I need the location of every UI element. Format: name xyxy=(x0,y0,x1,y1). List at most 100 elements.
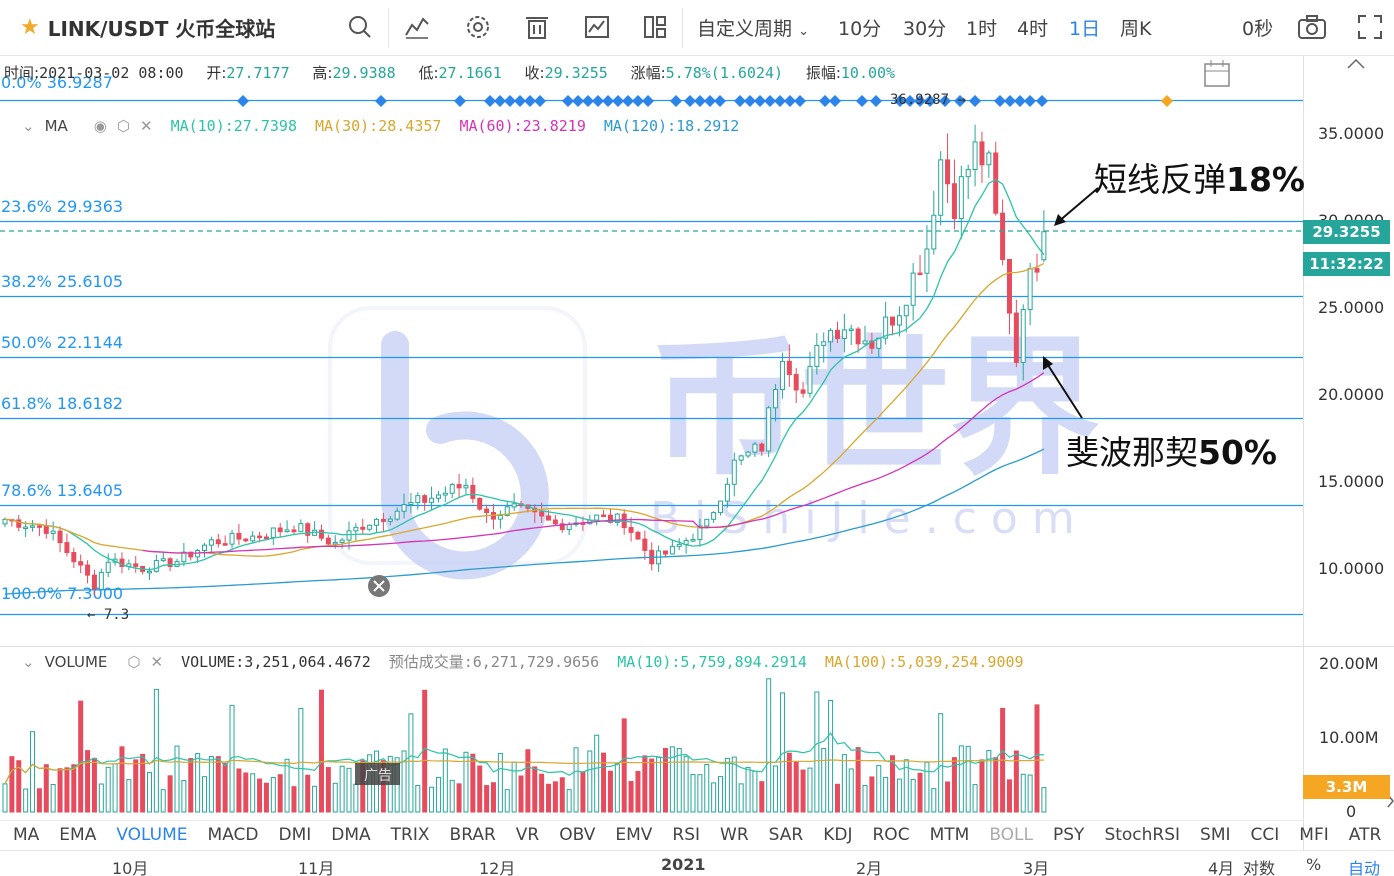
period-4h[interactable]: 4时 xyxy=(1017,18,1049,40)
tab-sar[interactable]: SAR xyxy=(768,825,804,845)
tab-dmi[interactable]: DMI xyxy=(278,825,312,845)
event-diamond-marker[interactable] xyxy=(694,95,706,107)
tab-obv[interactable]: OBV xyxy=(559,825,596,845)
trash-icon[interactable] xyxy=(523,13,551,41)
event-diamond-marker[interactable] xyxy=(514,95,526,107)
tab-ema[interactable]: EMA xyxy=(59,825,97,845)
event-diamond-marker[interactable] xyxy=(602,95,614,107)
tab-volume[interactable]: VOLUME xyxy=(116,825,188,845)
event-diamond-marker[interactable] xyxy=(969,95,981,107)
event-diamond-marker[interactable] xyxy=(1024,95,1036,107)
camera-icon[interactable] xyxy=(1296,13,1328,41)
fullscreen-icon[interactable] xyxy=(1356,13,1384,41)
indicator-icon[interactable] xyxy=(403,13,431,41)
period-10m[interactable]: 10分 xyxy=(838,18,882,40)
gear-icon[interactable] xyxy=(464,13,492,41)
close-icon[interactable]: ✕ xyxy=(139,117,153,135)
tab-rsi[interactable]: RSI xyxy=(672,825,701,845)
tab-atr[interactable]: ATR xyxy=(1348,825,1382,845)
event-diamond-marker[interactable] xyxy=(562,95,574,107)
layout-icon[interactable] xyxy=(641,13,669,41)
period-1d[interactable]: 1日 xyxy=(1069,18,1101,40)
chevron-up-icon[interactable] xyxy=(1347,58,1365,69)
event-diamond-marker[interactable] xyxy=(954,95,966,107)
event-diamond-marker[interactable] xyxy=(704,95,716,107)
tab-wr[interactable]: WR xyxy=(720,825,749,845)
tab-smi[interactable]: SMI xyxy=(1200,825,1231,845)
event-diamond-marker[interactable] xyxy=(994,95,1006,107)
event-diamond-marker[interactable] xyxy=(582,95,594,107)
tab-emv[interactable]: EMV xyxy=(615,825,653,845)
tab-macd[interactable]: MACD xyxy=(207,825,259,845)
tab-vr[interactable]: VR xyxy=(515,825,540,845)
tab-boll[interactable]: BOLL xyxy=(989,825,1033,845)
tab-stochrsi[interactable]: StochRSI xyxy=(1104,825,1181,845)
symbol-title[interactable]: ★ LINK/USDT 火币全球站 xyxy=(20,12,275,42)
event-diamond-marker-future[interactable] xyxy=(1161,95,1173,107)
tab-psy[interactable]: PSY xyxy=(1053,825,1085,845)
custom-period-dropdown[interactable]: 自定义周期 ⌄ xyxy=(697,14,809,41)
event-diamond-marker[interactable] xyxy=(794,95,806,107)
tab-mfi[interactable]: MFI xyxy=(1299,825,1329,845)
event-diamond-marker[interactable] xyxy=(894,95,906,107)
star-icon[interactable]: ★ xyxy=(20,14,40,40)
event-diamond-marker[interactable] xyxy=(870,95,882,107)
period-1h[interactable]: 1时 xyxy=(966,18,998,40)
close-circle-icon[interactable] xyxy=(368,575,390,597)
close-icon[interactable]: ✕ xyxy=(150,652,164,671)
event-diamond-marker[interactable] xyxy=(670,95,682,107)
event-diamond-marker[interactable] xyxy=(612,95,624,107)
tab-kdj[interactable]: KDJ xyxy=(823,825,853,845)
event-diamond-marker[interactable] xyxy=(642,95,654,107)
event-diamond-marker[interactable] xyxy=(856,95,868,107)
tab-roc[interactable]: ROC xyxy=(872,825,910,845)
tab-cci[interactable]: CCI xyxy=(1250,825,1280,845)
collapse-chevron-icon[interactable]: ⌄ xyxy=(22,652,35,671)
event-diamond-marker[interactable] xyxy=(764,95,776,107)
event-diamond-marker[interactable] xyxy=(744,95,756,107)
collapse-chevron-icon[interactable]: ⌄ xyxy=(22,117,35,135)
log-scale-toggle[interactable]: 对数 xyxy=(1243,859,1276,876)
event-diamond-marker[interactable] xyxy=(819,95,831,107)
auto-scale-toggle[interactable]: 自动 xyxy=(1348,859,1381,876)
event-diamond-marker[interactable] xyxy=(622,95,634,107)
event-diamond-marker[interactable] xyxy=(754,95,766,107)
settings-icon[interactable]: ⬡ xyxy=(116,117,130,135)
event-diamond-marker[interactable] xyxy=(524,95,536,107)
event-diamond-marker[interactable] xyxy=(914,95,926,107)
event-diamond-marker[interactable] xyxy=(504,95,516,107)
event-diamond-marker[interactable] xyxy=(924,95,936,107)
event-diamond-marker[interactable] xyxy=(714,95,726,107)
event-diamond-marker[interactable] xyxy=(1014,95,1026,107)
event-diamond-marker[interactable] xyxy=(632,95,644,107)
event-diamond-marker[interactable] xyxy=(1036,95,1048,107)
event-diamond-marker[interactable] xyxy=(484,95,496,107)
period-1w[interactable]: 周K xyxy=(1120,18,1152,40)
tab-trix[interactable]: TRIX xyxy=(390,825,430,845)
event-diamond-marker[interactable] xyxy=(237,95,249,107)
tab-dma[interactable]: DMA xyxy=(331,825,371,845)
event-diamond-marker[interactable] xyxy=(494,95,506,107)
tab-brar[interactable]: BRAR xyxy=(449,825,496,845)
event-markers[interactable] xyxy=(237,95,1173,107)
event-diamond-marker[interactable] xyxy=(939,95,951,107)
event-diamond-marker[interactable] xyxy=(784,95,796,107)
period-30m[interactable]: 30分 xyxy=(903,18,947,40)
event-diamond-marker[interactable] xyxy=(829,95,841,107)
percent-scale-toggle[interactable]: % xyxy=(1306,855,1322,874)
event-diamond-marker[interactable] xyxy=(684,95,696,107)
chart-window-icon[interactable] xyxy=(583,13,611,41)
event-diamond-marker[interactable] xyxy=(572,95,584,107)
event-diamond-marker[interactable] xyxy=(904,95,916,107)
event-diamond-marker[interactable] xyxy=(375,95,387,107)
event-diamond-marker[interactable] xyxy=(774,95,786,107)
tab-ma[interactable]: MA xyxy=(13,825,40,845)
drawing-tool-icon[interactable] xyxy=(1204,60,1230,87)
eye-icon[interactable]: ◉ xyxy=(93,117,107,135)
ad-badge[interactable] xyxy=(355,763,400,785)
event-diamond-marker[interactable] xyxy=(592,95,604,107)
search-icon[interactable] xyxy=(346,13,374,41)
event-diamond-marker[interactable] xyxy=(534,95,546,107)
event-diamond-marker[interactable] xyxy=(734,95,746,107)
